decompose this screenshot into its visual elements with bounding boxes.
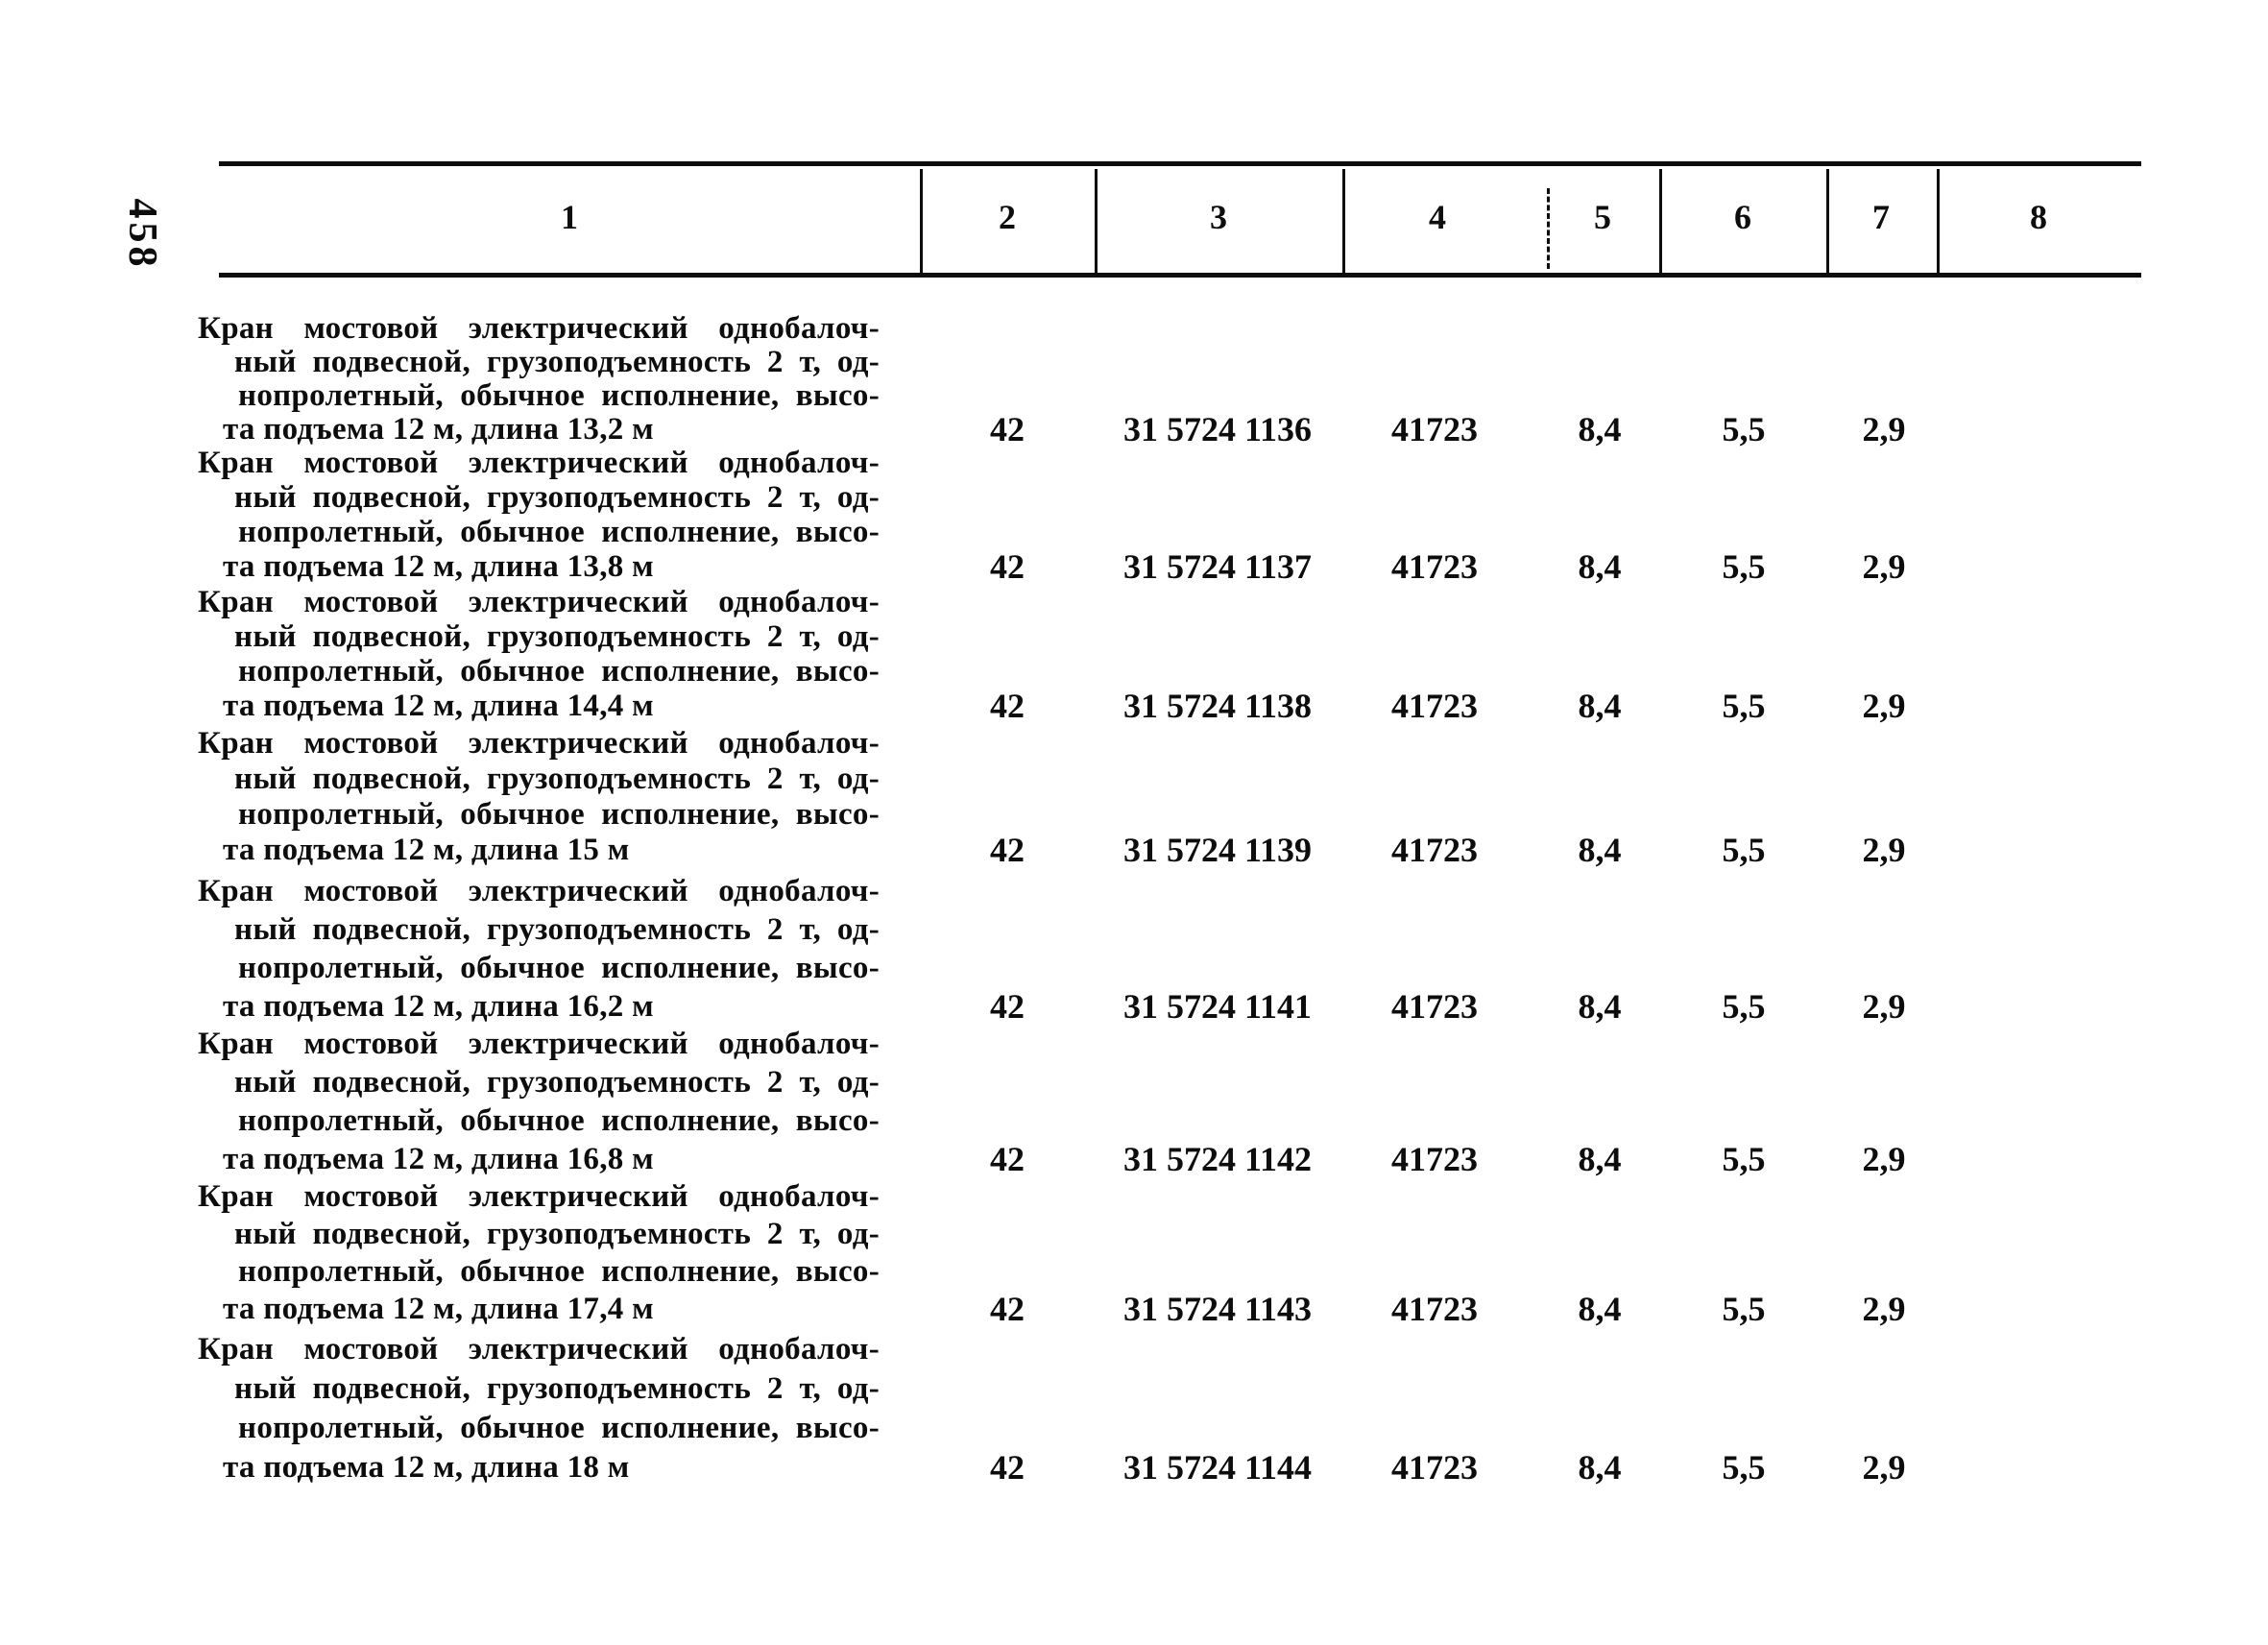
cell-col5: 8,4 [1578, 547, 1622, 586]
row-description-line: Кран мостовой электрический однобалоч- [198, 1027, 880, 1061]
cell-col6: 5,5 [1722, 547, 1766, 586]
row-description-line: ный подвесной, грузоподъемность 2 т, од- [234, 1065, 880, 1100]
cell-col2: 42 [990, 831, 1025, 869]
cell-col2: 42 [990, 1448, 1025, 1487]
cell-col7: 2,9 [1862, 547, 1906, 586]
row-description-line: нопролетный, обычное исполнение, высо- [238, 515, 880, 549]
row-description-line: Кран мостовой электрический однобалоч- [198, 446, 880, 480]
cell-col3: 31 5724 1137 [1122, 547, 1313, 586]
column-divider [1342, 169, 1345, 273]
column-header-7: 7 [1872, 198, 1890, 236]
cell-col5: 8,4 [1578, 831, 1622, 869]
column-header-2: 2 [999, 198, 1016, 236]
row-description-line: Кран мостовой электрический однобалоч- [198, 1179, 880, 1214]
cell-col6: 5,5 [1722, 410, 1766, 448]
row-description-line: та подъема 12 м, длина 14,4 м [223, 689, 654, 723]
cell-col2: 42 [990, 547, 1025, 586]
cell-col2: 42 [990, 1290, 1025, 1328]
row-description-line: та подъема 12 м, длина 15 м [223, 833, 630, 867]
cell-col3: 31 5724 1136 [1122, 410, 1313, 448]
cell-col5: 8,4 [1578, 1140, 1622, 1178]
row-description-line: та подъема 12 м, длина 16,2 м [223, 989, 654, 1024]
row-description-line: Кран мостовой электрический однобалоч- [198, 1332, 880, 1367]
row-description-line: ный подвесной, грузоподъемность 2 т, од- [234, 762, 880, 796]
row-description-line: ный подвесной, грузоподъемность 2 т, од- [234, 480, 880, 515]
column-header-6: 6 [1734, 198, 1751, 236]
row-description-line: нопролетный, обычное исполнение, высо- [238, 797, 880, 832]
row-description-line: Кран мостовой электрический однобалоч- [198, 726, 880, 761]
cell-col4: 41723 [1391, 1290, 1478, 1328]
row-description-line: нопролетный, обычное исполнение, высо- [238, 654, 880, 689]
cell-col4: 41723 [1391, 1448, 1478, 1487]
cell-col3: 31 5724 1144 [1122, 1448, 1313, 1487]
row-description-line: та подъема 12 м, длина 13,2 м [223, 412, 654, 447]
row-description-line: та подъема 12 м, длина 16,8 м [223, 1142, 654, 1176]
cell-col3: 31 5724 1142 [1122, 1140, 1313, 1178]
cell-col3: 31 5724 1141 [1122, 987, 1313, 1026]
cell-col6: 5,5 [1722, 987, 1766, 1026]
column-header-5: 5 [1594, 198, 1611, 236]
cell-col5: 8,4 [1578, 410, 1622, 448]
row-description-line: Кран мостовой электрический однобалоч- [198, 311, 880, 346]
column-divider [1095, 169, 1098, 273]
row-description-line: Кран мостовой электрический однобалоч- [198, 874, 880, 908]
row-description-line: ный подвесной, грузоподъемность 2 т, од- [234, 1371, 880, 1406]
cell-col4: 41723 [1391, 987, 1478, 1026]
cell-col4: 41723 [1391, 1140, 1478, 1178]
row-description-line: ный подвесной, грузоподъемность 2 т, од- [234, 345, 880, 379]
column-divider [1937, 169, 1940, 273]
cell-col3: 31 5724 1143 [1122, 1290, 1313, 1328]
cell-col5: 8,4 [1578, 687, 1622, 725]
cell-col4: 41723 [1391, 410, 1478, 448]
cell-col2: 42 [990, 1140, 1025, 1178]
header-rule-bottom [219, 273, 2141, 278]
column-header-1: 1 [561, 198, 578, 236]
cell-col7: 2,9 [1862, 831, 1906, 869]
cell-col5: 8,4 [1578, 1448, 1622, 1487]
cell-col6: 5,5 [1722, 831, 1766, 869]
header-rule-top [219, 161, 2141, 166]
cell-col7: 2,9 [1862, 987, 1906, 1026]
row-description-line: та подъема 12 м, длина 17,4 м [223, 1292, 654, 1326]
cell-col6: 5,5 [1722, 1448, 1766, 1487]
cell-col7: 2,9 [1862, 1448, 1906, 1487]
column-header-3: 3 [1210, 198, 1227, 236]
cell-col6: 5,5 [1722, 687, 1766, 725]
column-divider [1659, 169, 1662, 273]
cell-col3: 31 5724 1139 [1122, 831, 1313, 869]
cell-col4: 41723 [1391, 547, 1478, 586]
cell-col7: 2,9 [1862, 410, 1906, 448]
cell-col7: 2,9 [1862, 1290, 1906, 1328]
row-description-line: нопролетный, обычное исполнение, высо- [238, 1411, 880, 1445]
row-description-line: нопролетный, обычное исполнение, высо- [238, 951, 880, 985]
row-description-line: нопролетный, обычное исполнение, высо- [238, 378, 880, 413]
cell-col3: 31 5724 1138 [1122, 687, 1313, 725]
row-description-line: та подъема 12 м, длина 13,8 м [223, 549, 654, 584]
page-number: 458 [120, 198, 164, 271]
row-description-line: Кран мостовой электрический однобалоч- [198, 585, 880, 619]
row-description-line: та подъема 12 м, длина 18 м [223, 1450, 630, 1485]
cell-col5: 8,4 [1578, 987, 1622, 1026]
row-description-line: нопролетный, обычное исполнение, высо- [238, 1254, 880, 1289]
row-description-line: ный подвесной, грузоподъемность 2 т, од- [234, 912, 880, 947]
row-description-line: ный подвесной, грузоподъемность 2 т, од- [234, 619, 880, 654]
cell-col6: 5,5 [1722, 1290, 1766, 1328]
cell-col4: 41723 [1391, 831, 1478, 869]
column-divider [920, 169, 923, 273]
column-divider [1826, 169, 1829, 273]
cell-col2: 42 [990, 410, 1025, 448]
cell-col7: 2,9 [1862, 1140, 1906, 1178]
cell-col2: 42 [990, 687, 1025, 725]
cell-col2: 42 [990, 987, 1025, 1026]
row-description-line: ный подвесной, грузоподъемность 2 т, од- [234, 1217, 880, 1251]
column-header-8: 8 [2030, 198, 2047, 236]
column-divider-dashed [1547, 188, 1550, 269]
column-header-4: 4 [1429, 198, 1446, 236]
cell-col4: 41723 [1391, 687, 1478, 725]
cell-col6: 5,5 [1722, 1140, 1766, 1178]
cell-col5: 8,4 [1578, 1290, 1622, 1328]
row-description-line: нопролетный, обычное исполнение, высо- [238, 1103, 880, 1138]
cell-col7: 2,9 [1862, 687, 1906, 725]
